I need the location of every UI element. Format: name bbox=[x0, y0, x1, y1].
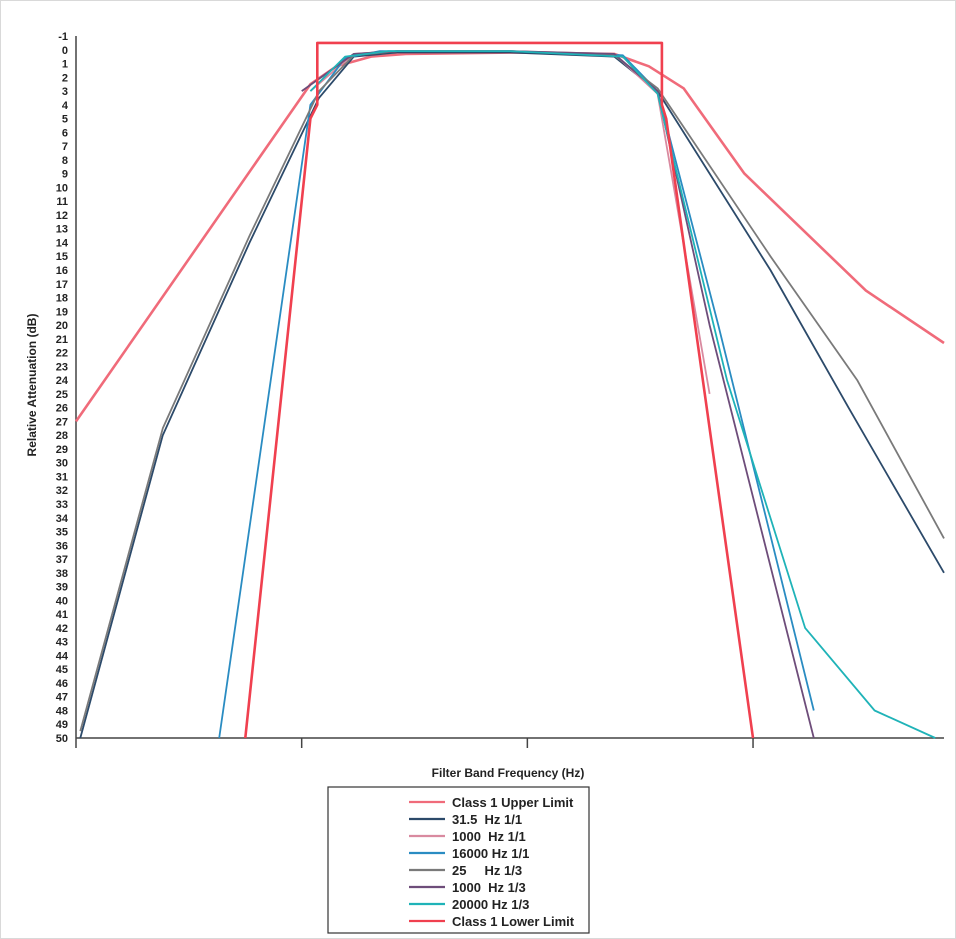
y-tick-label: 3 bbox=[62, 86, 68, 98]
y-tick-label: 35 bbox=[56, 527, 68, 539]
y-tick-label: 30 bbox=[56, 458, 68, 470]
y-tick-label: 29 bbox=[56, 444, 68, 456]
y-tick-label: 45 bbox=[56, 664, 68, 676]
y-tick-label: 4 bbox=[62, 100, 69, 112]
legend-label: 20000 Hz 1/3 bbox=[452, 897, 529, 912]
legend-label: 1000 Hz 1/3 bbox=[452, 880, 526, 895]
y-tick-label: 5 bbox=[62, 114, 68, 126]
y-tick-label: 10 bbox=[56, 182, 68, 194]
y-tick-label: 13 bbox=[56, 224, 68, 236]
series-layer bbox=[74, 41, 945, 739]
y-axis-ticks: -101234567891011121314151617181920212223… bbox=[56, 31, 69, 745]
series-line-5 bbox=[301, 50, 815, 739]
y-tick-label: 46 bbox=[56, 678, 68, 690]
x-axis-title: Filter Band Frequency (Hz) bbox=[432, 766, 585, 780]
y-tick-label: 43 bbox=[56, 637, 68, 649]
legend: Class 1 Upper Limit 31.5 Hz 1/1 1000 Hz 1/… bbox=[327, 786, 590, 934]
y-tick-label: 20 bbox=[56, 320, 68, 332]
y-tick-label: 15 bbox=[56, 251, 68, 263]
y-tick-label: 2 bbox=[62, 72, 68, 84]
y-tick-label: 39 bbox=[56, 582, 68, 594]
series-line-7 bbox=[244, 41, 755, 739]
y-tick-label: 12 bbox=[56, 210, 68, 222]
y-tick-label: 27 bbox=[56, 416, 68, 428]
y-tick-label: 0 bbox=[62, 45, 68, 57]
y-tick-label: 49 bbox=[56, 719, 68, 731]
y-tick-label: 50 bbox=[56, 733, 68, 745]
y-tick-label: 25 bbox=[56, 389, 68, 401]
legend-label: Class 1 Lower Limit bbox=[452, 914, 575, 929]
y-tick-label: 40 bbox=[56, 595, 68, 607]
y-tick-label: 11 bbox=[56, 196, 68, 208]
y-tick-label: 6 bbox=[62, 127, 68, 139]
y-tick-label: 34 bbox=[56, 513, 69, 525]
y-tick-label: 41 bbox=[56, 609, 68, 621]
y-tick-label: 22 bbox=[56, 348, 68, 360]
y-tick-label: 48 bbox=[56, 705, 68, 717]
y-tick-label: 1 bbox=[62, 59, 68, 71]
y-tick-label: 31 bbox=[56, 471, 68, 483]
y-tick-label: 44 bbox=[56, 650, 69, 662]
y-tick-label: 47 bbox=[56, 692, 68, 704]
y-tick-label: 16 bbox=[56, 265, 68, 277]
legend-label: 16000 Hz 1/1 bbox=[452, 846, 529, 861]
y-tick-label: 19 bbox=[56, 306, 68, 318]
y-tick-label: 23 bbox=[56, 361, 68, 373]
y-tick-label: 38 bbox=[56, 568, 68, 580]
legend-box bbox=[327, 786, 590, 934]
y-tick-label: 42 bbox=[56, 623, 68, 635]
legend-label: 31.5 Hz 1/1 bbox=[452, 812, 522, 827]
x-axis-ticks bbox=[75, 738, 754, 748]
y-tick-label: 8 bbox=[62, 155, 68, 167]
legend-label: Class 1 Upper Limit bbox=[452, 795, 574, 810]
y-tick-label: 18 bbox=[56, 293, 68, 305]
series-line-6 bbox=[309, 50, 936, 739]
y-tick-label: 7 bbox=[62, 141, 68, 153]
y-tick-label: -1 bbox=[58, 31, 68, 43]
y-tick-label: 37 bbox=[56, 554, 68, 566]
series-line-1 bbox=[79, 51, 945, 739]
y-tick-label: 32 bbox=[56, 485, 68, 497]
y-tick-label: 17 bbox=[56, 279, 68, 291]
y-tick-label: 14 bbox=[56, 237, 69, 249]
y-tick-label: 33 bbox=[56, 499, 68, 511]
legend-label: 25 Hz 1/3 bbox=[452, 863, 522, 878]
y-tick-label: 36 bbox=[56, 540, 68, 552]
y-tick-label: 21 bbox=[56, 334, 68, 346]
legend-items: Class 1 Upper Limit 31.5 Hz 1/1 1000 Hz 1/… bbox=[409, 795, 575, 929]
y-tick-label: 28 bbox=[56, 430, 68, 442]
y-tick-label: 9 bbox=[62, 169, 68, 181]
legend-label: 1000 Hz 1/1 bbox=[452, 829, 526, 844]
y-tick-label: 24 bbox=[56, 375, 69, 387]
y-axis-title: Relative Attenuation (dB) bbox=[25, 314, 39, 457]
y-tick-label: 26 bbox=[56, 403, 68, 415]
